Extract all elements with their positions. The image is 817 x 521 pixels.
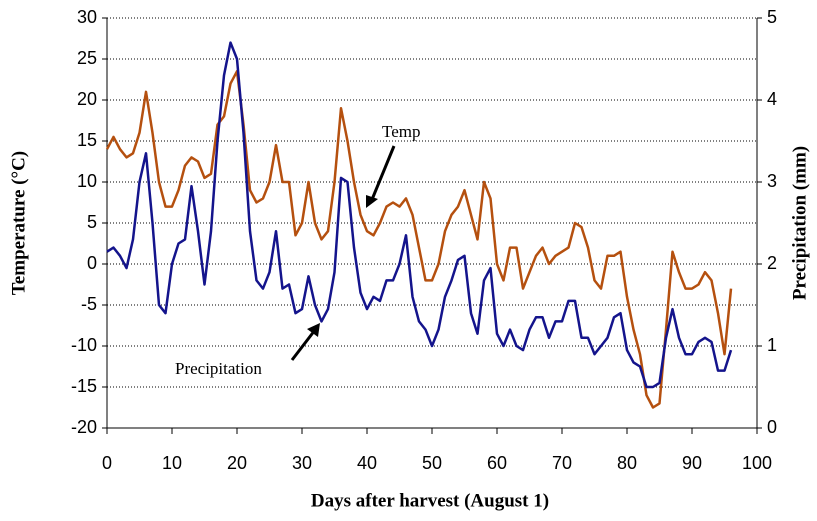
annotation-arrow (369, 145, 396, 203)
annotation-arrow (290, 329, 317, 361)
y2-tick-label: 3 (767, 171, 777, 191)
series-line (106, 41, 733, 389)
arrowhead (307, 323, 320, 337)
x-tick-label: 0 (102, 453, 112, 473)
y-tick-label: 25 (77, 48, 97, 68)
x-tick-label: 100 (742, 453, 772, 473)
y-tick-label: -5 (81, 294, 97, 314)
x-tick-label: 40 (357, 453, 377, 473)
y-tick-label: -15 (71, 376, 97, 396)
y2-tick-label: 1 (767, 335, 777, 355)
series-line (105, 70, 733, 409)
annotation: Precipitation (175, 359, 262, 378)
y-tick-label: 10 (77, 171, 97, 191)
x-tick-label: 50 (422, 453, 442, 473)
y-axis-title: Temperature (°C) (8, 151, 29, 295)
y-tick-label: 5 (87, 212, 97, 232)
y2-tick-label: 2 (767, 253, 777, 273)
y2-tick-label: 0 (767, 417, 777, 437)
x-tick-label: 20 (227, 453, 247, 473)
x-tick-label: 60 (487, 453, 507, 473)
y-tick-label: -20 (71, 417, 97, 437)
y-tick-label: 0 (87, 253, 97, 273)
y-tick-label: 15 (77, 130, 97, 150)
y-tick-label: -10 (71, 335, 97, 355)
x-tick-label: 10 (162, 453, 182, 473)
x-tick-label: 30 (292, 453, 312, 473)
arrowhead (366, 195, 378, 208)
y2-axis-title: Precipitation (mm) (789, 146, 810, 300)
x-tick-label: 70 (552, 453, 572, 473)
y-tick-label: 20 (77, 89, 97, 109)
y2-tick-label: 5 (767, 7, 777, 27)
x-tick-label: 90 (682, 453, 702, 473)
annotation: Temp (382, 122, 420, 141)
y2-tick-label: 4 (767, 89, 777, 109)
y-tick-label: 30 (77, 7, 97, 27)
x-axis-title: Days after harvest (August 1) (311, 490, 549, 511)
x-tick-label: 80 (617, 453, 637, 473)
